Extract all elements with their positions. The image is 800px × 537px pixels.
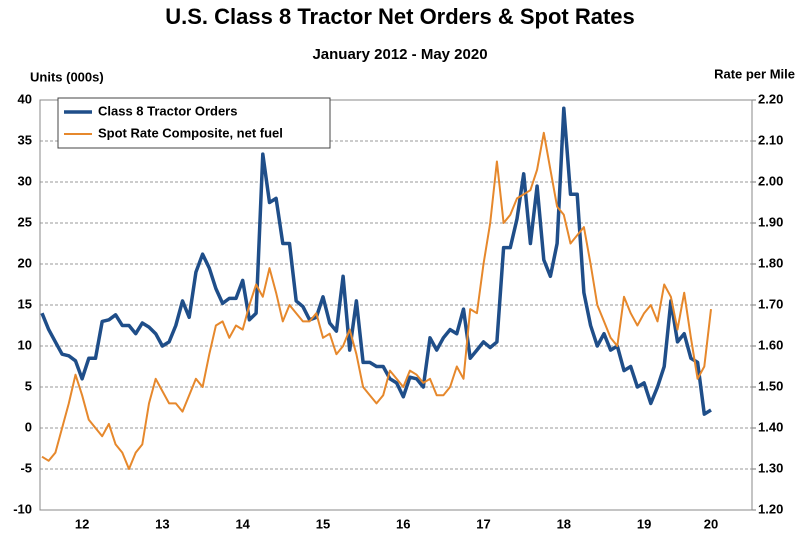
y2-axis-title: Rate per Mile (714, 66, 795, 81)
chart-title: U.S. Class 8 Tractor Net Orders & Spot R… (165, 4, 635, 29)
y-tick-label: 0 (25, 419, 32, 434)
y-tick-label: 40 (18, 91, 32, 106)
x-tick-label: 12 (75, 516, 89, 531)
y2-tick-label: 1.40 (758, 419, 783, 434)
y-tick-label: 20 (18, 255, 32, 270)
y-tick-label: 10 (18, 337, 32, 352)
x-tick-label: 18 (557, 516, 571, 531)
y2-tick-label: 1.90 (758, 214, 783, 229)
x-tick-label: 14 (235, 516, 250, 531)
x-tick-label: 19 (637, 516, 651, 531)
x-tick-label: 13 (155, 516, 169, 531)
series-line (40, 106, 712, 416)
legend-label: Spot Rate Composite, net fuel (98, 125, 283, 140)
y2-tick-label: 2.20 (758, 91, 783, 106)
y2-tick-label: 1.70 (758, 296, 783, 311)
y-tick-label: 25 (18, 214, 32, 229)
y-tick-label: 30 (18, 173, 32, 188)
series-line (41, 131, 712, 470)
chart-subtitle: January 2012 - May 2020 (312, 46, 487, 63)
y-tick-label: -5 (20, 460, 32, 475)
x-tick-label: 16 (396, 516, 410, 531)
y-tick-label: 5 (25, 378, 32, 393)
x-tick-label: 17 (476, 516, 490, 531)
plot-frame (39, 99, 753, 511)
y2-tick-label: 2.00 (758, 173, 783, 188)
y2-tick-label: 1.80 (758, 255, 783, 270)
y2-tick-label: 1.30 (758, 460, 783, 475)
x-tick-label: 20 (704, 516, 718, 531)
y-axis-title: Units (000s) (30, 69, 104, 84)
y2-tick-label: 1.20 (758, 501, 783, 516)
y-tick-label: -10 (13, 501, 32, 516)
y-tick-label: 15 (18, 296, 32, 311)
y2-tick-label: 1.60 (758, 337, 783, 352)
y2-tick-label: 1.50 (758, 378, 783, 393)
y-tick-label: 35 (18, 132, 32, 147)
legend-label: Class 8 Tractor Orders (98, 103, 237, 118)
x-tick-label: 15 (316, 516, 330, 531)
y2-tick-label: 2.10 (758, 132, 783, 147)
legend-box (57, 97, 331, 149)
